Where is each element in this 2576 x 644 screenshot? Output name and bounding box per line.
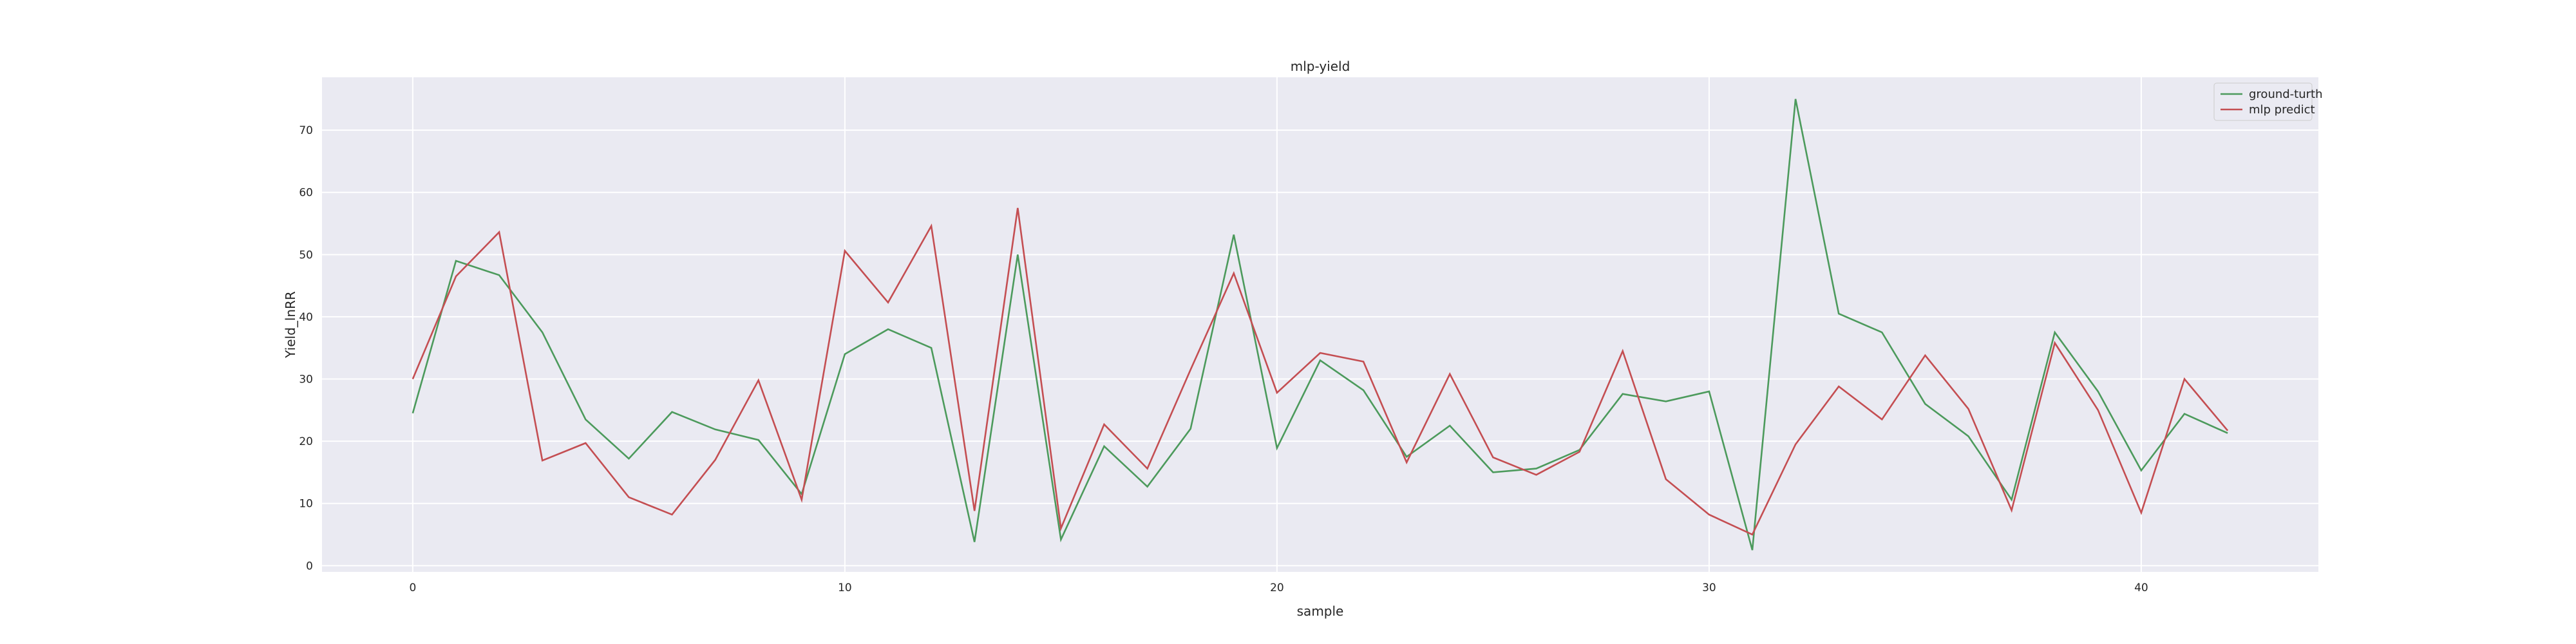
y-tick-label: 70: [299, 124, 313, 137]
plot-area: [322, 77, 2318, 572]
x-tick-label: 30: [1702, 582, 1716, 594]
legend-box: [2213, 82, 2313, 121]
legend: ground-turth mlp predict: [2213, 82, 2323, 121]
x-tick-label: 40: [2134, 582, 2148, 594]
y-tick-label: 40: [299, 311, 313, 324]
y-tick-label: 0: [306, 560, 313, 573]
y-tick-label: 10: [299, 498, 313, 511]
grid-lines: [322, 77, 2318, 572]
legend-label-ground-turth: ground-turth: [2249, 88, 2323, 101]
series-line-ground-turth: [412, 99, 2228, 551]
legend-label-mlp-predict: mlp predict: [2249, 103, 2315, 117]
x-tick-label: 10: [838, 582, 852, 594]
series-line-mlp-predict: [412, 207, 2229, 536]
series-lines: [412, 99, 2229, 551]
y-tick-label: 20: [299, 435, 313, 448]
y-tick-label: 30: [299, 374, 313, 386]
y-axis-label: Yield_lnRR: [283, 291, 298, 359]
chart-title: mlp-yield: [1291, 59, 1350, 74]
y-tick-label: 60: [299, 187, 313, 200]
x-axis-label: sample: [1297, 603, 1344, 619]
x-tick-label: 20: [1270, 582, 1284, 594]
tick-labels: 0 10 20 30 40 0 10 20 30 40 50 60 70: [299, 124, 2148, 594]
x-tick-label: 0: [409, 582, 416, 594]
y-tick-label: 50: [299, 249, 313, 261]
